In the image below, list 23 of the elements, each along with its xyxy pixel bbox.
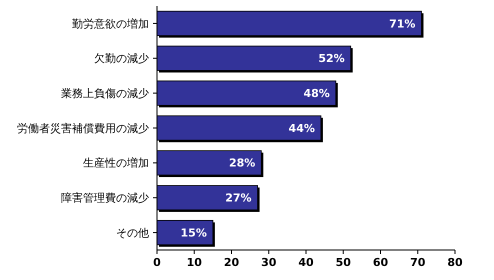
data-label: 15% [180,226,207,240]
x-tick-label: 60 [372,256,388,269]
data-label: 44% [288,122,315,135]
y-tick-label: 障害管理費の減少 [61,192,149,205]
x-tick-label: 40 [298,256,314,269]
data-label: 52% [318,52,345,66]
data-label: 48% [303,86,330,100]
x-tick-label: 20 [224,256,240,269]
x-tick-label: 10 [186,256,202,269]
x-tick-label: 0 [153,256,162,269]
y-tick-label: 労働者災害補償費用の減少 [17,122,149,135]
y-tick-label: 業務上負傷の減少 [61,86,149,100]
x-tick-label: 70 [410,256,426,269]
y-tick-label: 勤労意欲の増加 [72,17,149,30]
y-tick-label: 欠勤の減少 [94,52,149,66]
data-label: 27% [225,192,252,205]
data-label: 71% [389,17,416,30]
data-label: 28% [228,156,256,170]
x-tick-label: 80 [447,256,463,269]
x-tick-label: 30 [261,256,277,269]
x-tick-label: 50 [336,256,352,269]
y-tick-label: 生産性の増加 [83,156,149,170]
y-tick-label: その他 [116,226,149,240]
